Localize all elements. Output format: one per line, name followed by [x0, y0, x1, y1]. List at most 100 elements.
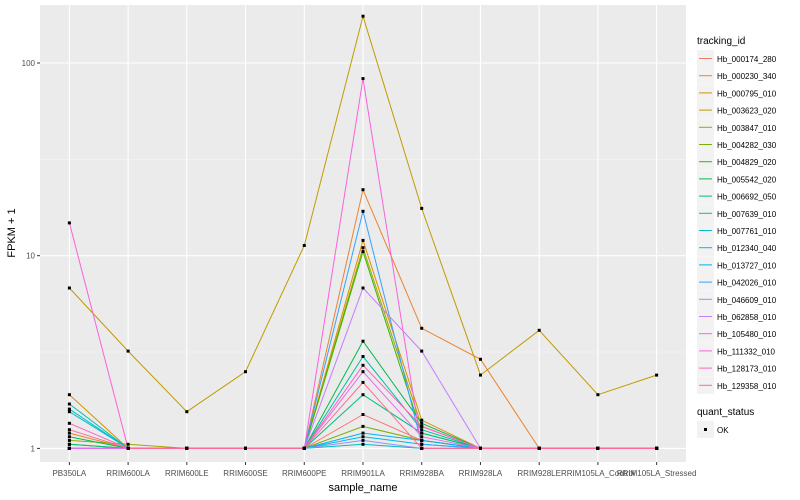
data-point [67, 410, 71, 414]
data-point [244, 370, 247, 374]
data-point [361, 380, 365, 384]
data-point [361, 286, 365, 290]
data-point [420, 435, 424, 439]
data-point [361, 339, 365, 343]
data-point [420, 206, 424, 210]
data-point [67, 431, 71, 435]
series-points [67, 14, 659, 450]
x-tick-label: RRIM928LA [459, 469, 503, 478]
data-point [302, 244, 306, 247]
data-point [361, 442, 365, 446]
legend-label: Hb_007761_010 [717, 227, 777, 236]
x-tick-label: RRIM901LA [341, 469, 385, 478]
data-point [185, 446, 189, 450]
legend-label: Hb_012340_040 [717, 244, 777, 253]
data-point [361, 355, 365, 358]
x-tick-label: RRIM600LA [106, 469, 150, 478]
data-point [126, 446, 130, 450]
data-point [361, 238, 365, 242]
data-point [126, 349, 130, 353]
data-point [67, 442, 71, 446]
data-point [596, 393, 600, 397]
data-point [361, 438, 365, 442]
legend-label: Hb_003623_020 [717, 107, 777, 116]
legend-label: Hb_007639_010 [717, 210, 777, 219]
data-point [420, 418, 424, 422]
x-tick-label: RRIM928LE [517, 469, 561, 478]
legend-label: Hb_128173_010 [717, 365, 777, 374]
data-point [361, 250, 365, 254]
data-point [361, 363, 365, 367]
data-point [67, 393, 71, 397]
legend: tracking_id Hb_000174_280Hb_000230_340Hb… [697, 36, 777, 438]
legend-label: Hb_005542_020 [717, 175, 777, 184]
legend-label: Hb_000174_280 [717, 55, 777, 64]
legend-label: Hb_046609_010 [717, 296, 777, 305]
data-point [67, 407, 71, 411]
legend-label: Hb_000795_010 [717, 89, 777, 98]
legend-label: Hb_000230_340 [717, 72, 777, 81]
data-point [420, 424, 424, 428]
data-point [361, 413, 365, 416]
data-point [655, 373, 659, 377]
data-point [244, 446, 247, 450]
data-point [479, 446, 482, 450]
x-tick-label: PB350LA [52, 469, 86, 478]
data-point [67, 446, 71, 450]
legend-label: Hb_111332_010 [717, 347, 776, 356]
data-point [67, 438, 71, 442]
data-point [67, 421, 71, 425]
y-tick-label: 1 [31, 444, 36, 453]
data-point [420, 431, 424, 435]
data-point [420, 349, 424, 353]
x-tick-label: RRIM600LE [165, 469, 209, 478]
legend-label: Hb_004282_030 [717, 141, 777, 150]
data-point [67, 435, 71, 439]
x-tick-label: RRIM105LA_Stressed [617, 469, 697, 478]
data-point [185, 410, 189, 414]
data-point [67, 286, 71, 290]
data-point [361, 209, 365, 213]
legend-label: Hb_004829_020 [717, 158, 777, 167]
data-point [361, 424, 365, 428]
legend-status-title: quant_status [697, 407, 754, 418]
data-point [596, 446, 600, 450]
data-point [655, 446, 659, 450]
data-point [67, 402, 71, 406]
data-point [361, 435, 365, 439]
data-point [302, 446, 306, 450]
y-axis: 1 10 100 [22, 59, 40, 453]
data-point [479, 357, 482, 361]
data-point [67, 221, 71, 225]
legend-label: Hb_003847_010 [717, 124, 777, 133]
x-tick-label: RRIM105LA_Control [561, 469, 635, 478]
data-point [420, 421, 424, 425]
y-axis-title: FPKM + 1 [6, 208, 18, 257]
x-tick-label: RRIM928BA [399, 469, 444, 478]
legend-label: Hb_105480_010 [717, 330, 777, 339]
data-point [420, 438, 424, 442]
legend-items: Hb_000174_280 Hb_000230_340 Hb_000795_010 H… [697, 50, 777, 394]
legend-status-label: OK [717, 426, 729, 435]
legend-label: Hb_006692_050 [717, 193, 777, 202]
data-point [361, 77, 365, 81]
legend-label: Hb_129358_010 [717, 382, 777, 391]
x-axis-title: sample_name [328, 482, 397, 494]
x-tick-label: RRIM600PE [282, 469, 326, 478]
legend-label: Hb_062858_010 [717, 313, 777, 322]
data-point [420, 446, 424, 450]
data-point [126, 442, 130, 446]
legend-status-point [704, 428, 707, 431]
data-point [361, 188, 365, 192]
data-point [479, 373, 482, 377]
data-point [420, 326, 424, 330]
y-tick-label: 100 [22, 59, 36, 68]
data-point [361, 370, 365, 374]
legend-label: Hb_042026_010 [717, 279, 777, 288]
data-point [420, 442, 424, 446]
x-tick-label: RRIM600SE [223, 469, 267, 478]
data-point [361, 431, 365, 435]
legend-label: Hb_013727_010 [717, 261, 777, 270]
data-point [420, 428, 424, 432]
data-point [537, 328, 541, 332]
